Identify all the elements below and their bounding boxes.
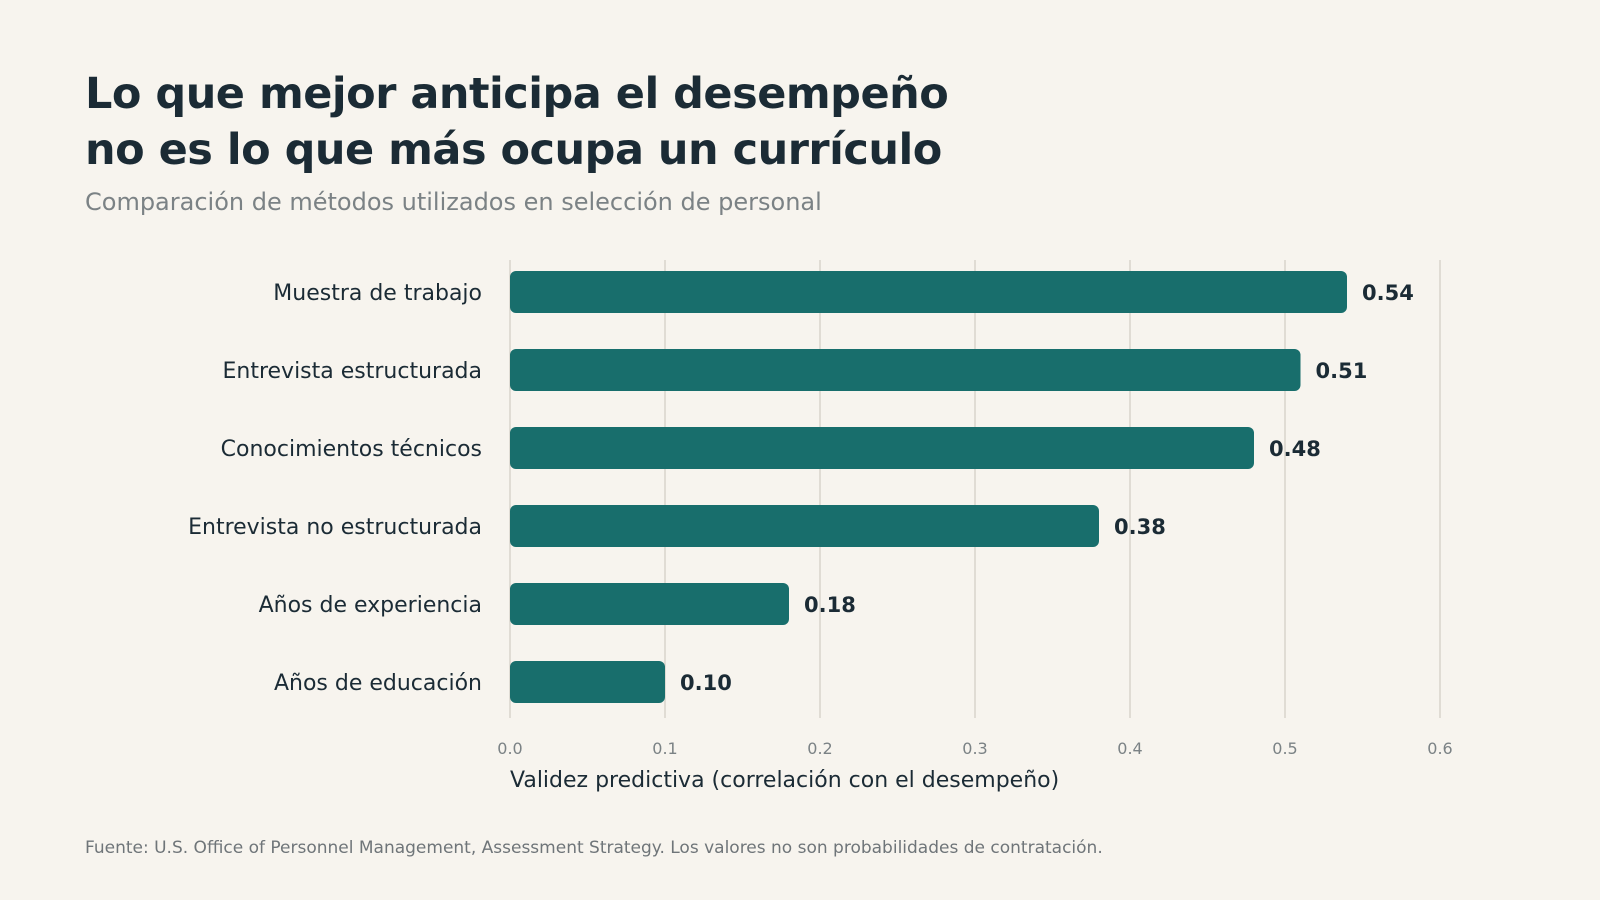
bar bbox=[510, 583, 789, 625]
chart-subtitle: Comparación de métodos utilizados en sel… bbox=[85, 188, 822, 216]
value-label: 0.18 bbox=[804, 593, 856, 617]
x-tick-label: 0.0 bbox=[497, 739, 522, 758]
x-axis: 0.0 0.1 0.2 0.3 0.4 0.5 0.6 Validez predictiva … bbox=[497, 739, 1452, 793]
bar bbox=[510, 271, 1347, 313]
x-tick-label: 0.4 bbox=[1117, 739, 1142, 758]
chart-title: Lo que mejor anticipa el desempeño no es… bbox=[85, 66, 949, 178]
bar bbox=[510, 349, 1301, 391]
value-label: 0.10 bbox=[680, 671, 732, 695]
category-label: Entrevista estructurada bbox=[222, 359, 482, 384]
category-label: Años de experiencia bbox=[259, 593, 482, 618]
category-label: Conocimientos técnicos bbox=[221, 437, 482, 462]
x-tick-label: 0.1 bbox=[652, 739, 677, 758]
x-tick-label: 0.6 bbox=[1427, 739, 1452, 758]
bar bbox=[510, 427, 1254, 469]
chart-title-line-2: no es lo que más ocupa un currículo bbox=[85, 125, 942, 175]
value-label: 0.54 bbox=[1362, 281, 1414, 305]
category-label: Años de educación bbox=[274, 671, 482, 696]
value-label: 0.48 bbox=[1269, 437, 1321, 461]
source-note: Fuente: U.S. Office of Personnel Managem… bbox=[85, 838, 1103, 858]
labels: Muestra de trabajo 0.54 Entrevista estruct… bbox=[188, 281, 1414, 696]
chart-title-line-1: Lo que mejor anticipa el desempeño bbox=[85, 69, 949, 119]
value-label: 0.51 bbox=[1316, 359, 1368, 383]
value-label: 0.38 bbox=[1114, 515, 1166, 539]
bars bbox=[510, 271, 1347, 703]
x-tick-label: 0.5 bbox=[1272, 739, 1297, 758]
x-tick-label: 0.2 bbox=[807, 739, 832, 758]
x-tick-label: 0.3 bbox=[962, 739, 987, 758]
grid-lines bbox=[509, 260, 1441, 718]
x-axis-title: Validez predictiva (correlación con el d… bbox=[510, 768, 1059, 793]
bar bbox=[510, 661, 665, 703]
bar bbox=[510, 505, 1099, 547]
category-label: Entrevista no estructurada bbox=[188, 515, 482, 540]
bar-chart: Muestra de trabajo 0.54 Entrevista estruct… bbox=[188, 260, 1453, 793]
category-label: Muestra de trabajo bbox=[273, 281, 482, 306]
